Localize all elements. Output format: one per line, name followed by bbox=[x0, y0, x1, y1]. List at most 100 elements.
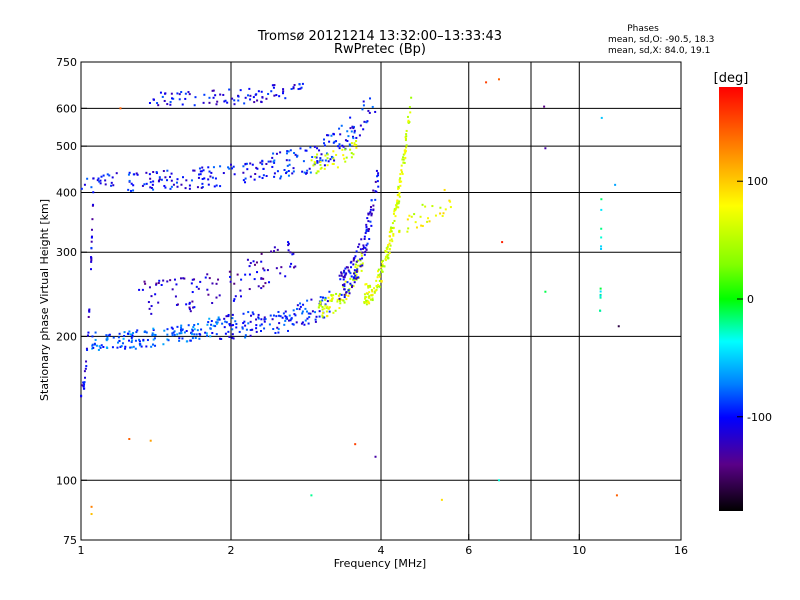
data-point bbox=[333, 159, 336, 162]
data-point bbox=[327, 160, 330, 163]
data-point bbox=[192, 169, 195, 172]
data-point bbox=[128, 179, 131, 182]
data-point bbox=[356, 276, 359, 279]
data-point bbox=[201, 178, 204, 181]
data-point bbox=[88, 310, 91, 313]
data-point bbox=[355, 277, 358, 280]
data-point bbox=[262, 285, 265, 288]
data-point bbox=[191, 337, 194, 340]
data-point bbox=[124, 345, 127, 348]
colorbar-tick-label: -100 bbox=[747, 411, 772, 424]
data-point bbox=[193, 278, 196, 281]
data-point bbox=[296, 154, 299, 157]
data-point bbox=[260, 323, 263, 326]
data-point bbox=[276, 170, 279, 173]
data-point bbox=[90, 505, 93, 508]
data-point bbox=[219, 165, 222, 168]
data-point bbox=[82, 385, 85, 388]
data-point bbox=[327, 307, 330, 310]
data-point bbox=[408, 106, 411, 109]
data-point bbox=[176, 92, 179, 95]
data-point bbox=[93, 343, 96, 346]
data-point bbox=[249, 262, 252, 265]
data-point bbox=[282, 88, 285, 91]
data-point bbox=[365, 283, 368, 286]
data-point bbox=[369, 220, 372, 223]
data-point bbox=[134, 339, 137, 342]
data-point bbox=[277, 328, 280, 331]
data-point bbox=[178, 339, 181, 342]
data-point bbox=[389, 244, 392, 247]
data-point bbox=[143, 330, 146, 333]
data-point bbox=[404, 151, 407, 154]
y-tick-label: 100 bbox=[56, 474, 77, 487]
data-point bbox=[128, 171, 131, 174]
data-point bbox=[86, 348, 89, 351]
data-point bbox=[194, 96, 197, 99]
data-point bbox=[256, 99, 259, 102]
data-point bbox=[345, 291, 348, 294]
data-point bbox=[239, 289, 242, 292]
data-point bbox=[141, 288, 144, 291]
data-point bbox=[214, 94, 217, 97]
data-point bbox=[204, 276, 207, 279]
data-point bbox=[342, 285, 345, 288]
data-point bbox=[207, 321, 210, 324]
data-point bbox=[191, 278, 194, 281]
data-point bbox=[152, 328, 155, 331]
data-point bbox=[345, 266, 348, 269]
data-point bbox=[219, 185, 222, 188]
data-point bbox=[302, 303, 305, 306]
data-point bbox=[319, 160, 322, 163]
data-point bbox=[217, 278, 220, 281]
data-point bbox=[405, 133, 408, 136]
data-point bbox=[132, 345, 135, 348]
data-point bbox=[279, 315, 282, 318]
data-point bbox=[86, 334, 89, 337]
data-point bbox=[449, 200, 452, 203]
data-point bbox=[380, 260, 383, 263]
data-point bbox=[277, 310, 280, 313]
data-point bbox=[285, 170, 288, 173]
data-point bbox=[244, 162, 247, 165]
data-point bbox=[231, 97, 234, 100]
data-point bbox=[367, 230, 370, 233]
data-point bbox=[244, 181, 247, 184]
data-point bbox=[310, 494, 313, 497]
data-point bbox=[384, 259, 387, 262]
data-point bbox=[228, 324, 231, 327]
data-point bbox=[313, 145, 316, 148]
data-point bbox=[363, 253, 366, 256]
data-point bbox=[217, 316, 220, 319]
data-point bbox=[227, 166, 230, 169]
data-point bbox=[395, 206, 398, 209]
data-point bbox=[144, 282, 147, 285]
data-point bbox=[215, 103, 218, 106]
data-point bbox=[161, 95, 164, 98]
data-point bbox=[324, 298, 327, 301]
data-point bbox=[321, 314, 324, 317]
data-point bbox=[214, 177, 217, 180]
data-point bbox=[349, 144, 352, 147]
colorbar-tick-label: 100 bbox=[747, 175, 768, 188]
data-point bbox=[368, 291, 371, 294]
data-point bbox=[354, 263, 357, 266]
data-point bbox=[391, 222, 394, 225]
data-point bbox=[197, 287, 200, 290]
data-point bbox=[166, 169, 169, 172]
data-point bbox=[323, 164, 326, 167]
data-point bbox=[289, 265, 292, 268]
data-point bbox=[363, 235, 366, 238]
data-point bbox=[208, 277, 211, 280]
data-point bbox=[176, 178, 179, 181]
data-point bbox=[398, 229, 401, 232]
data-point bbox=[364, 250, 367, 253]
data-point bbox=[200, 328, 203, 331]
data-point bbox=[351, 135, 354, 138]
data-point bbox=[178, 98, 181, 101]
data-point bbox=[312, 164, 315, 167]
data-point bbox=[340, 124, 343, 127]
data-point bbox=[174, 295, 177, 298]
data-point bbox=[131, 339, 134, 342]
data-point bbox=[198, 167, 201, 170]
